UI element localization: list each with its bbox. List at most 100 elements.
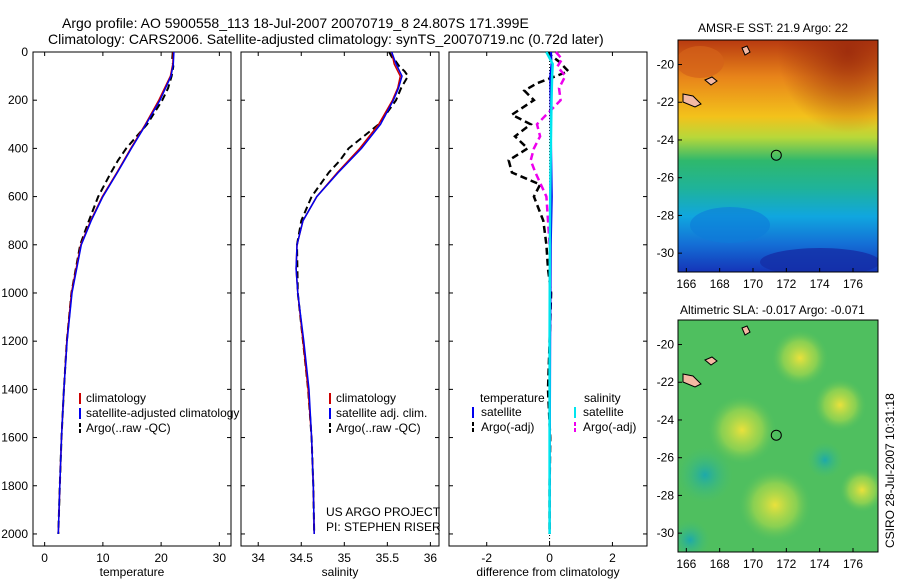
figure-title-line1: Argo profile: AO 5900558_113 18-Jul-2007… bbox=[62, 15, 529, 31]
sla-low-3 bbox=[678, 520, 710, 552]
salinity-xtick-label: 34 bbox=[252, 551, 266, 565]
sst_map-ytick-label: -28 bbox=[657, 208, 675, 222]
sla_map-ytick-label: -28 bbox=[657, 488, 675, 502]
sst_map-xtick-label: 170 bbox=[743, 277, 763, 291]
sla-map: Altimetric SLA: -0.017 Argo: -0.071 166 1… bbox=[657, 303, 879, 571]
salinity-xtick-label: 34.5 bbox=[290, 551, 314, 565]
sst_map-xtick-label: 166 bbox=[676, 277, 696, 291]
sla-low-1 bbox=[678, 447, 733, 503]
difference-legend-label: Argo(-adj) bbox=[481, 420, 534, 434]
temperature-legend-label: Argo(..raw -QC) bbox=[86, 421, 171, 435]
temperature-ytick-label: 1800 bbox=[1, 479, 28, 493]
temperature-ytick-label: 0 bbox=[21, 45, 28, 59]
sst-cold-patch bbox=[760, 248, 878, 272]
sst_map-ytick-label: -30 bbox=[657, 246, 675, 260]
sla_map-ytick-label: -26 bbox=[657, 451, 675, 465]
sla-argo-position-marker bbox=[770, 429, 782, 441]
sst-argo-position-marker bbox=[770, 149, 782, 161]
sst_map-xtick-label: 168 bbox=[710, 277, 730, 291]
temperature-ytick-label: 400 bbox=[8, 141, 28, 155]
salinity-panel: 34 34.5 35 35.5 36 salinity climatologysatelli… bbox=[240, 51, 440, 579]
temperature-ytick-label: 200 bbox=[8, 93, 28, 107]
sla-high-3 bbox=[708, 396, 776, 464]
temperature-legend-label: satellite-adjusted climatology bbox=[86, 406, 239, 420]
salinity-legend-label: Argo(..raw -QC) bbox=[336, 421, 421, 435]
salinity-xtick-label: 36 bbox=[424, 551, 438, 565]
sla_map-ytick-label: -22 bbox=[657, 375, 675, 389]
difference-series-salinity-argo-adj- bbox=[529, 51, 567, 245]
temperature-xtick-label: 30 bbox=[213, 551, 227, 565]
temperature-xtick-label: 0 bbox=[41, 551, 48, 565]
timestamp-stamp: CSIRO 28-Jul-2007 10:31:18 bbox=[883, 393, 897, 548]
sla_map-xtick-label: 172 bbox=[776, 557, 796, 571]
temperature-ytick-label: 1600 bbox=[1, 431, 28, 445]
sst-map: AMSR-E SST: 21.9 Argo: 22 166 168 170 172 17… bbox=[657, 21, 879, 291]
sla_map-xtick-label: 176 bbox=[843, 557, 863, 571]
salinity-legend-label: climatology bbox=[336, 391, 396, 405]
sla-island-small bbox=[704, 356, 718, 366]
temperature-panel: 0 10 20 30 0 200 400 600 800 1000 1200 1400 1600 1800… bbox=[1, 45, 239, 579]
sst-map-ticks: 166 168 170 172 174 176 -20 -22 -24 -26 -28 -30 bbox=[657, 58, 864, 291]
temperature-axes-frame bbox=[32, 51, 232, 547]
sla_map-xtick-label: 168 bbox=[710, 557, 730, 571]
difference-xlabel: difference from climatology bbox=[476, 565, 619, 579]
sst_map-ytick-label: -22 bbox=[657, 95, 675, 109]
sla-map-ticks: 166 168 170 172 174 176 -20 -22 -24 -26 -28 -30 bbox=[657, 338, 864, 571]
temperature-ytick-label: 1400 bbox=[1, 382, 28, 396]
temperature-ytick-label: 2000 bbox=[1, 527, 28, 541]
salinity-axes-frame bbox=[240, 51, 440, 547]
figure-title-line2: Climatology: CARS2006. Satellite-adjuste… bbox=[48, 31, 604, 47]
sst-island-north bbox=[741, 45, 751, 56]
temperature-ytick-label: 600 bbox=[8, 190, 28, 204]
sla-low-2 bbox=[807, 442, 843, 478]
sla_map-ytick-label: -24 bbox=[657, 413, 675, 427]
sla-high-1 bbox=[772, 330, 828, 386]
difference-legend-header-temperature: temperature bbox=[480, 391, 545, 405]
pi-credit: PI: STEPHEN RISER bbox=[326, 520, 441, 534]
sla_map-xtick-label: 166 bbox=[676, 557, 696, 571]
sst-warm-patch bbox=[678, 46, 724, 78]
temperature-xtick-label: 10 bbox=[96, 551, 110, 565]
sla_map-ytick-label: -30 bbox=[657, 526, 675, 540]
temperature-ytick-label: 1200 bbox=[1, 334, 28, 348]
sla-map-frame bbox=[677, 319, 879, 553]
sla-high-5 bbox=[840, 468, 878, 512]
sst-cool-patch bbox=[690, 207, 770, 243]
salinity-xtick-label: 35.5 bbox=[376, 551, 400, 565]
sst_map-xtick-label: 174 bbox=[810, 277, 830, 291]
difference-xtick-label: -2 bbox=[481, 551, 492, 565]
difference-xtick-label: 0 bbox=[546, 551, 553, 565]
temperature-series-satellite bbox=[57, 51, 175, 535]
difference-legend-label: satellite bbox=[583, 405, 624, 419]
temperature-xtick-label: 20 bbox=[154, 551, 168, 565]
sla-island-fiji bbox=[682, 373, 702, 388]
sla-island-north bbox=[741, 325, 751, 336]
salinity-xtick-label: 35 bbox=[338, 551, 352, 565]
sla_map-ytick-label: -20 bbox=[657, 338, 675, 352]
sst_map-ytick-label: -24 bbox=[657, 133, 675, 147]
difference-legend-label: Argo(-adj) bbox=[583, 420, 636, 434]
sst-map-title: AMSR-E SST: 21.9 Argo: 22 bbox=[698, 21, 848, 35]
sla-map-title: Altimetric SLA: -0.017 Argo: -0.071 bbox=[680, 303, 865, 317]
project-credit: US ARGO PROJECT bbox=[326, 505, 441, 519]
sla-high-2 bbox=[814, 379, 866, 431]
temperature-ytick-label: 1000 bbox=[1, 286, 28, 300]
difference-legend-header-salinity: salinity bbox=[584, 391, 621, 405]
sst-island-small bbox=[704, 76, 718, 86]
sst-map-frame bbox=[677, 39, 879, 273]
sst_map-ytick-label: -20 bbox=[657, 58, 675, 72]
sst_map-xtick-label: 172 bbox=[776, 277, 796, 291]
temperature-ytick-label: 800 bbox=[8, 238, 28, 252]
salinity-series-satellite bbox=[295, 51, 403, 535]
temperature-xlabel: temperature bbox=[100, 565, 165, 579]
sla-high-4 bbox=[739, 469, 811, 541]
salinity-legend-label: satellite adj. clim. bbox=[336, 406, 427, 420]
temperature-legend-label: climatology bbox=[86, 391, 146, 405]
difference-series-salinity-satellite bbox=[545, 51, 554, 534]
sla_map-xtick-label: 174 bbox=[810, 557, 830, 571]
difference-legend-label: satellite bbox=[481, 405, 522, 419]
sst-island-fiji bbox=[682, 93, 702, 108]
sst_map-xtick-label: 176 bbox=[843, 277, 863, 291]
